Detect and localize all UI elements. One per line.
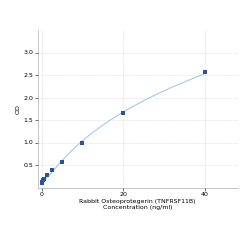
Point <box>80 140 84 144</box>
Point <box>42 176 46 180</box>
Point <box>40 181 44 185</box>
Point <box>121 111 125 115</box>
Y-axis label: OD: OD <box>16 104 21 114</box>
Point <box>50 168 54 172</box>
Point <box>45 173 49 177</box>
Point <box>40 180 44 184</box>
Point <box>203 70 207 74</box>
Point <box>60 160 64 164</box>
X-axis label: Rabbit Osteoprotegerin (TNFRSF11B)
Concentration (ng/ml): Rabbit Osteoprotegerin (TNFRSF11B) Conce… <box>79 200 196 210</box>
Point <box>41 178 45 182</box>
